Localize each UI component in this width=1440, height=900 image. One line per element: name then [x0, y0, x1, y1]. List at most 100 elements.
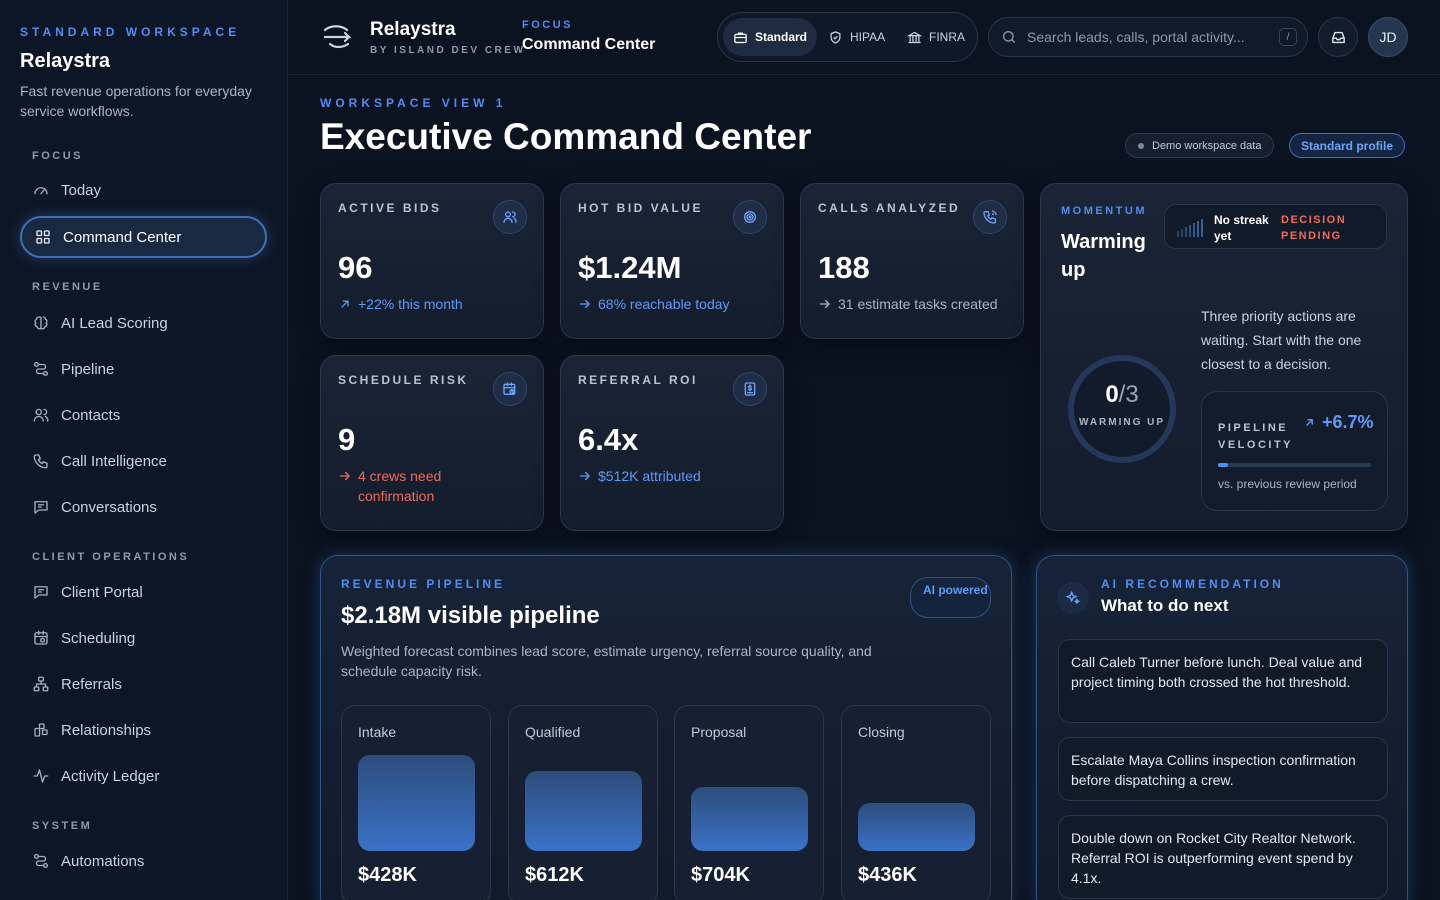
- ai-recommendation-card: AI RECOMMENDATION What to do next Call C…: [1036, 555, 1408, 900]
- metric-delta: 68% reachable today: [578, 294, 773, 314]
- metric-label: CALLS ANALYZED: [818, 201, 961, 215]
- users-icon: [493, 200, 527, 234]
- metric-card-hot-bid-value[interactable]: HOT BID VALUE $1.24M 68% reachable today: [560, 183, 784, 339]
- nav-item-automations[interactable]: Automations: [20, 840, 267, 882]
- pipeline-stage-qualified[interactable]: Qualified $612K: [508, 705, 658, 900]
- global-search: /: [988, 17, 1308, 57]
- profile-badge[interactable]: Standard profile: [1289, 133, 1406, 158]
- nav-item-scheduling[interactable]: Scheduling: [20, 617, 267, 659]
- page-title: Executive Command Center: [320, 116, 812, 157]
- metric-card-referral-roi[interactable]: REFERRAL ROI 6.4x $512K attributed: [560, 355, 784, 531]
- mode-label: FINRA: [929, 30, 965, 44]
- nav-item-label: Conversations: [61, 498, 157, 516]
- metric-delta: +22% this month: [338, 294, 533, 314]
- metric-label: SCHEDULE RISK: [338, 373, 469, 387]
- recommendation-item[interactable]: Escalate Maya Collins inspection confirm…: [1058, 737, 1388, 801]
- arrow-right-icon: [818, 297, 832, 311]
- recommendation-title: What to do next: [1101, 596, 1229, 615]
- nav-item-contacts[interactable]: Contacts: [20, 394, 267, 436]
- metric-label: ACTIVE BIDS: [338, 201, 442, 215]
- velocity-value-text: +6.7%: [1322, 412, 1374, 432]
- stage-value: $436K: [858, 864, 917, 886]
- pipeline-stage-intake[interactable]: Intake $428K: [341, 705, 491, 900]
- momentum-title: Warming up: [1061, 231, 1146, 281]
- brand-tagline: Fast revenue operations for everyday ser…: [20, 83, 252, 119]
- nav-item-label: Today: [61, 181, 102, 199]
- nav-item-conversations[interactable]: Conversations: [20, 486, 267, 528]
- pipeline-stage-closing[interactable]: Closing $436K: [841, 705, 991, 900]
- arrow-up-right-icon: [1303, 416, 1316, 429]
- message-icon: [32, 498, 50, 516]
- nav-item-today[interactable]: Today: [20, 169, 267, 211]
- nav-item-relationships[interactable]: Relationships: [20, 709, 267, 751]
- relaystra-logo-icon[interactable]: [322, 22, 356, 52]
- mode-label: Standard: [755, 30, 808, 44]
- mode-finra-button[interactable]: FINRA: [897, 18, 975, 56]
- stage-name: Intake: [358, 724, 397, 740]
- metric-delta: $512K attributed: [578, 466, 773, 486]
- pipeline-eyebrow: REVENUE PIPELINE: [341, 577, 506, 591]
- metric-delta-text: 31 estimate tasks created: [838, 296, 998, 312]
- mode-hipaa-button[interactable]: HIPAA: [818, 18, 895, 56]
- nav-item-label: Call Intelligence: [61, 452, 167, 470]
- metric-card-calls-analyzed[interactable]: CALLS ANALYZED 188 31 estimate tasks cre…: [800, 183, 1024, 339]
- phone-icon: [32, 452, 50, 470]
- nav-item-label: Pipeline: [61, 360, 115, 378]
- search-shortcut-hint: /: [1279, 28, 1297, 46]
- nav-item-command-center[interactable]: Command Center: [20, 216, 267, 258]
- metric-card-schedule-risk[interactable]: SCHEDULE RISK 9 4 crews need confirmatio…: [320, 355, 544, 531]
- status-dot-icon: [1138, 142, 1144, 149]
- calendar-clock-icon: [493, 372, 527, 406]
- nav-section-revenue: REVENUE: [32, 281, 103, 293]
- metric-delta-text: 4 crews need confirmation: [358, 468, 442, 504]
- stage-name: Qualified: [525, 724, 581, 740]
- pipeline-stage-proposal[interactable]: Proposal $704K: [674, 705, 824, 900]
- recommendation-item[interactable]: Double down on Rocket City Realtor Netwo…: [1058, 815, 1388, 899]
- inbox-button[interactable]: [1318, 17, 1358, 57]
- dollar-doc-icon: [733, 372, 767, 406]
- user-avatar[interactable]: JD: [1368, 17, 1408, 57]
- metric-delta-text: $512K attributed: [598, 468, 701, 484]
- stage-bar: [858, 803, 975, 851]
- momentum-description: Three priority actions are waiting. Star…: [1201, 308, 1362, 372]
- search-input[interactable]: [1027, 29, 1272, 45]
- metric-card-active-bids[interactable]: ACTIVE BIDS 96 +22% this month: [320, 183, 544, 339]
- progress-ring-label: WARMING UP: [1078, 417, 1166, 428]
- momentum-card: MOMENTUM Warming up No streak yet DECISI…: [1040, 183, 1408, 531]
- grid-icon: [34, 228, 52, 246]
- metric-label: HOT BID VALUE: [578, 201, 703, 215]
- recommendation-item[interactable]: Call Caleb Turner before lunch. Deal val…: [1058, 639, 1388, 723]
- nav-item-pipeline[interactable]: Pipeline: [20, 348, 267, 390]
- metric-value: 96: [338, 250, 373, 285]
- mode-standard-button[interactable]: Standard: [723, 18, 818, 56]
- progress-total: /3: [1118, 381, 1139, 408]
- velocity-bar: [1218, 463, 1371, 467]
- nav-item-call-intelligence[interactable]: Call Intelligence: [20, 440, 267, 482]
- mode-label: HIPAA: [850, 30, 886, 44]
- nav-item-label: Contacts: [61, 406, 121, 424]
- metric-label: REFERRAL ROI: [578, 373, 698, 387]
- metric-value: 188: [818, 250, 870, 285]
- search-icon: [1001, 29, 1017, 45]
- nav-item-activity-ledger[interactable]: Activity Ledger: [20, 755, 267, 797]
- stage-value: $428K: [358, 864, 417, 886]
- metric-delta: 4 crews need confirmation: [338, 466, 478, 506]
- nav-item-referrals[interactable]: Referrals: [20, 663, 267, 705]
- nav-item-client-portal[interactable]: Client Portal: [20, 571, 267, 613]
- revenue-pipeline-card: REVENUE PIPELINE $2.18M visible pipeline…: [320, 555, 1012, 900]
- velocity-bar-fill: [1218, 463, 1229, 467]
- workspace-view-eyebrow: WORKSPACE VIEW 1: [320, 96, 507, 110]
- sparkles-icon: [1057, 582, 1089, 614]
- sidebar: STANDARD WORKSPACE Relaystra Fast revenu…: [0, 0, 288, 900]
- nav-section-system: SYSTEM: [32, 820, 93, 832]
- streak-status: DECISION PENDING: [1281, 214, 1347, 242]
- progress-done: 0: [1105, 381, 1119, 408]
- arrow-up-right-icon: [338, 297, 352, 311]
- velocity-label: PIPELINE VELOCITY: [1218, 422, 1294, 451]
- metric-delta-text: 68% reachable today: [598, 296, 730, 312]
- route-icon: [32, 360, 50, 378]
- demo-data-label: Demo workspace data: [1152, 139, 1262, 152]
- velocity-note: vs. previous review period: [1218, 477, 1357, 491]
- gauge-icon: [32, 181, 50, 199]
- nav-item-ai-lead-scoring[interactable]: AI Lead Scoring: [20, 302, 267, 344]
